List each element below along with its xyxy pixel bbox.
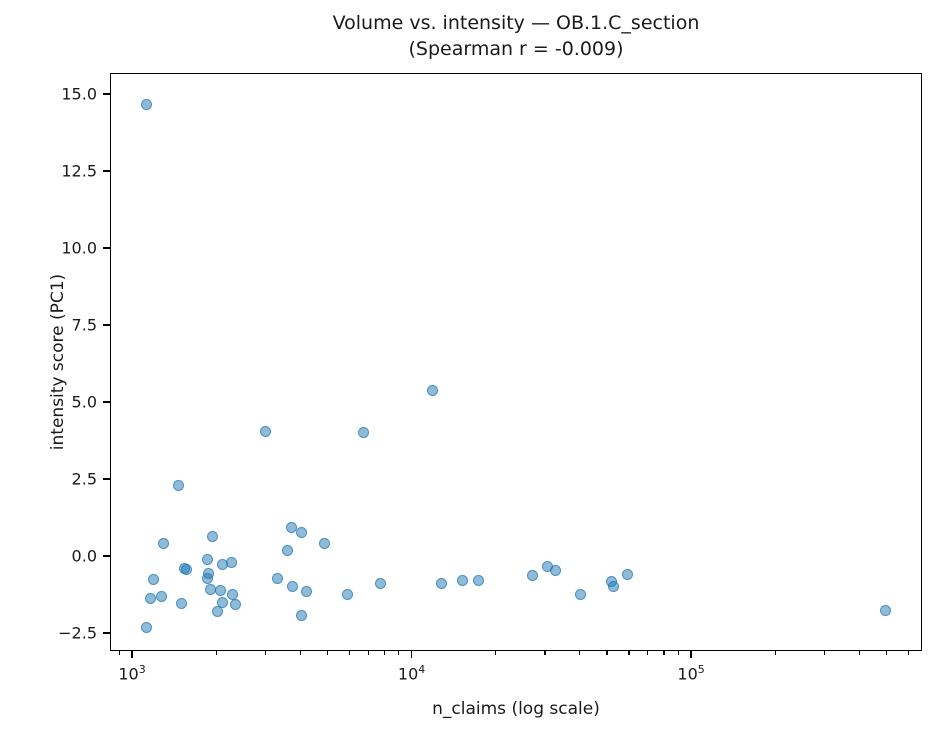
x-major-tick [690, 651, 692, 658]
data-point [271, 573, 283, 585]
data-point [217, 597, 229, 609]
data-point [436, 577, 448, 589]
y-tick-label: −2.5 [58, 623, 97, 643]
y-tick-label: 0.0 [71, 546, 97, 566]
y-tick [103, 401, 110, 403]
chart-title-block: Volume vs. intensity — OB.1.C_section (S… [110, 10, 922, 62]
data-point [157, 537, 169, 549]
data-point [358, 426, 370, 438]
x-tick-label: 104 [397, 663, 426, 684]
data-point [622, 569, 634, 581]
x-minor-tick [118, 651, 120, 655]
x-minor-tick [348, 651, 351, 655]
data-point [549, 564, 561, 576]
x-minor-tick [215, 651, 217, 655]
x-minor-tick [367, 651, 369, 655]
x-minor-tick [495, 651, 497, 655]
data-point [296, 526, 308, 538]
y-tick-label: 2.5 [71, 469, 97, 489]
data-point [260, 425, 272, 437]
y-tick-label: 12.5 [61, 161, 97, 181]
data-point [574, 588, 586, 600]
x-minor-tick [383, 651, 386, 655]
data-point [427, 384, 439, 396]
y-tick [103, 324, 110, 326]
data-point [207, 530, 219, 542]
data-point [201, 554, 213, 566]
data-point [608, 581, 620, 593]
x-minor-tick [606, 651, 608, 655]
y-tick [103, 555, 110, 557]
data-point [212, 606, 224, 618]
data-point [300, 586, 312, 598]
data-point [282, 545, 294, 557]
x-minor-tick [885, 651, 888, 655]
data-point [342, 588, 354, 600]
x-minor-tick [264, 651, 266, 655]
data-point [147, 573, 159, 585]
data-point [318, 537, 330, 549]
y-tick-label: 15.0 [61, 84, 97, 104]
data-point [202, 573, 214, 585]
y-axis-label: intensity score (PC1) [48, 273, 68, 451]
y-tick-label: 10.0 [61, 238, 97, 258]
x-minor-tick [663, 651, 665, 655]
data-point [879, 604, 891, 616]
data-point [229, 599, 241, 611]
data-point [141, 98, 153, 110]
plot-area [110, 73, 922, 651]
y-tick-label: 5.0 [71, 392, 97, 412]
data-point [215, 585, 227, 597]
x-minor-tick [299, 651, 301, 655]
data-point [225, 556, 237, 568]
data-point [286, 581, 298, 593]
data-point [227, 588, 239, 600]
chart-subtitle: (Spearman r = -0.009) [408, 38, 624, 61]
x-major-tick [131, 651, 133, 658]
x-major-tick [410, 651, 413, 658]
data-point [204, 583, 216, 595]
data-point [175, 597, 187, 609]
x-tick-label: 103 [118, 663, 146, 684]
data-point [527, 570, 539, 582]
x-minor-tick [628, 651, 630, 655]
x-minor-tick [544, 651, 546, 655]
x-tick-label: 105 [677, 663, 705, 684]
data-point [456, 574, 468, 586]
data-point [180, 564, 192, 576]
x-minor-tick [326, 651, 328, 655]
y-tick [103, 247, 110, 249]
x-minor-tick [398, 651, 400, 655]
data-point [296, 610, 308, 622]
data-point [145, 592, 157, 604]
data-point [155, 590, 167, 602]
y-tick [103, 170, 110, 172]
y-tick [103, 478, 110, 480]
data-point [472, 574, 484, 586]
data-point [374, 578, 386, 590]
y-tick [103, 632, 110, 635]
x-minor-tick [858, 651, 860, 655]
data-point [173, 479, 185, 491]
x-minor-tick [823, 651, 826, 655]
x-minor-tick [908, 651, 910, 655]
data-point [140, 621, 152, 633]
x-minor-tick [677, 651, 679, 655]
x-minor-tick [579, 651, 581, 655]
y-tick [103, 93, 110, 95]
x-minor-tick [774, 651, 776, 655]
chart-title: Volume vs. intensity — OB.1.C_section [332, 12, 700, 34]
x-axis-label: n_claims (log scale) [432, 699, 600, 719]
x-minor-tick [647, 651, 649, 655]
y-tick-label: 7.5 [71, 315, 97, 335]
